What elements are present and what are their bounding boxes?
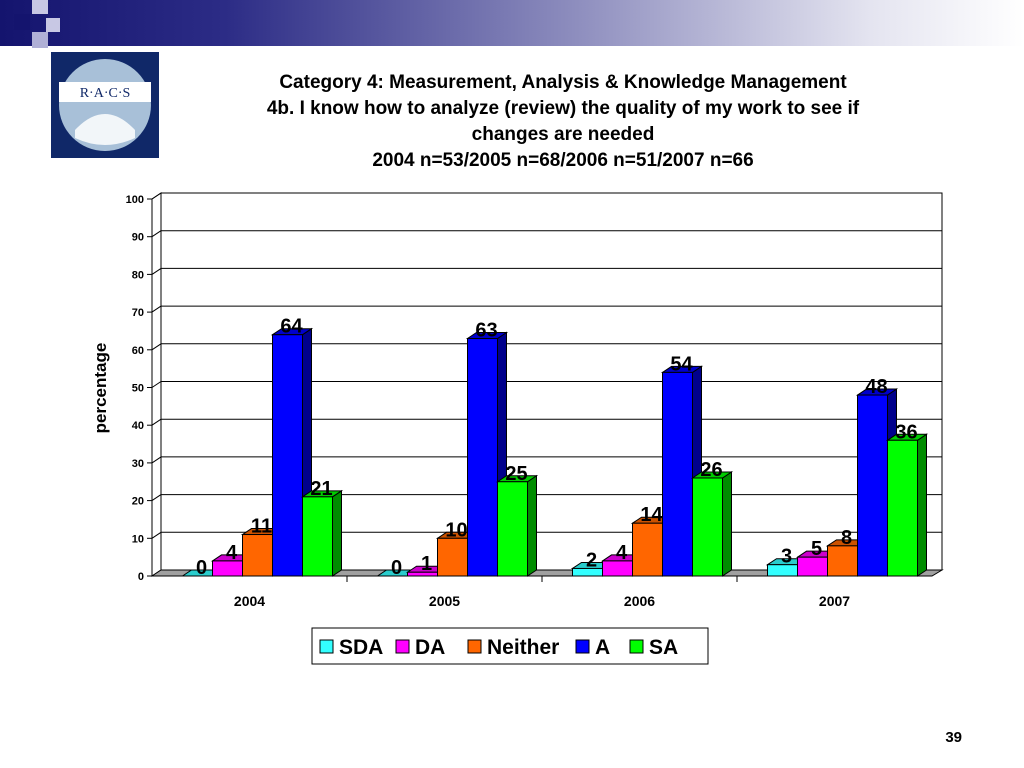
- data-label: 1: [421, 553, 432, 575]
- bar-a: [467, 337, 498, 577]
- bar-a: [857, 394, 888, 577]
- data-label: 21: [310, 478, 332, 500]
- x-tick-label: 2007: [819, 593, 850, 609]
- bar-side-sa: [917, 433, 927, 577]
- header-gradient-band: [0, 0, 1024, 46]
- y-tick-label: 90: [132, 232, 144, 244]
- data-label: 48: [865, 376, 887, 398]
- legend-label-neither: Neither: [487, 636, 559, 659]
- y-gridline-side: [151, 456, 162, 464]
- data-label: 10: [445, 519, 467, 541]
- bar-neither: [827, 545, 858, 577]
- data-label: 54: [670, 353, 693, 375]
- legend-swatch-neither: [467, 639, 482, 654]
- y-tick-label: 0: [138, 571, 144, 583]
- y-gridline-side: [151, 192, 162, 200]
- legend-swatch-sa: [629, 639, 644, 654]
- data-label: 4: [616, 542, 628, 564]
- y-gridline-side: [151, 381, 162, 388]
- legend-swatch-da: [395, 639, 410, 654]
- data-label: 63: [475, 319, 497, 341]
- logo-lettering: R·A·C·S: [80, 86, 131, 101]
- data-label: 3: [781, 546, 792, 568]
- y-gridline-side: [151, 531, 162, 539]
- y-gridline-side: [151, 305, 162, 313]
- data-label: 5: [811, 538, 822, 560]
- data-label: 25: [505, 463, 527, 485]
- y-gridline-side: [151, 267, 162, 275]
- title-line-2: 4b. I know how to analyze (review) the q…: [266, 98, 860, 119]
- y-tick-label: 30: [132, 458, 144, 470]
- bar-sa: [887, 439, 918, 577]
- racs-logo-graphic: R·A·C·S: [59, 59, 151, 151]
- y-tick-label: 100: [126, 194, 144, 206]
- y-tick-label: 70: [132, 307, 144, 319]
- y-tick-label: 80: [132, 269, 144, 281]
- legend-swatch-a: [575, 639, 590, 654]
- data-label: 26: [700, 459, 722, 481]
- data-label: 8: [841, 527, 852, 549]
- y-tick-label: 20: [132, 496, 144, 508]
- legend-label-sda: SDA: [339, 636, 383, 659]
- bar-side-sa: [332, 489, 342, 577]
- data-label: 2: [586, 549, 597, 571]
- header-square-light-1: [32, 0, 48, 14]
- bar-neither: [437, 537, 468, 577]
- x-tick-label: 2006: [624, 593, 655, 609]
- bar-a: [662, 371, 693, 577]
- header-square-light-2: [46, 18, 60, 32]
- data-label: 0: [391, 557, 402, 579]
- y-tick-label: 60: [132, 345, 144, 357]
- bar-neither: [632, 522, 663, 577]
- legend-swatch-sda: [319, 639, 334, 654]
- y-tick-label: 50: [132, 383, 144, 395]
- y-gridline-side: [151, 418, 162, 426]
- x-tick-label: 2004: [234, 593, 265, 609]
- bar-sa: [692, 477, 723, 577]
- y-gridline-side: [151, 343, 162, 351]
- data-label: 0: [196, 557, 207, 579]
- y-axis-title: percentage: [91, 343, 110, 434]
- bar-side-sa: [527, 474, 537, 577]
- slide-title: Category 4: Measurement, Analysis & Know…: [170, 70, 956, 174]
- title-line-1: Category 4: Measurement, Analysis & Know…: [279, 72, 847, 93]
- y-tick-label: 10: [132, 533, 144, 545]
- y-tick-label: 40: [132, 420, 144, 432]
- bar-neither: [242, 534, 273, 577]
- x-tick-label: 2005: [429, 593, 460, 609]
- legend-label-a: A: [595, 636, 610, 659]
- y-gridline-side: [151, 494, 162, 502]
- legend-label-sa: SA: [649, 636, 678, 659]
- racs-logo: R·A·C·S: [51, 52, 159, 158]
- legend-label-da: DA: [415, 636, 445, 659]
- bar-a: [272, 334, 303, 577]
- data-label: 4: [226, 542, 238, 564]
- title-line-4: 2004 n=53/2005 n=68/2006 n=51/2007 n=66: [372, 150, 754, 171]
- page-number: 39: [945, 729, 962, 746]
- header-square-light-3: [32, 32, 48, 48]
- data-label: 64: [280, 316, 303, 338]
- bar-sa: [497, 481, 528, 577]
- title-line-3: changes are needed: [471, 124, 655, 145]
- data-label: 11: [251, 516, 272, 538]
- header-square-dark: [14, 14, 30, 30]
- data-label: 36: [895, 421, 917, 443]
- bar-sa: [302, 496, 333, 577]
- data-label: 14: [640, 504, 663, 526]
- bar-side-sa: [722, 471, 732, 577]
- y-gridline-side: [151, 230, 162, 238]
